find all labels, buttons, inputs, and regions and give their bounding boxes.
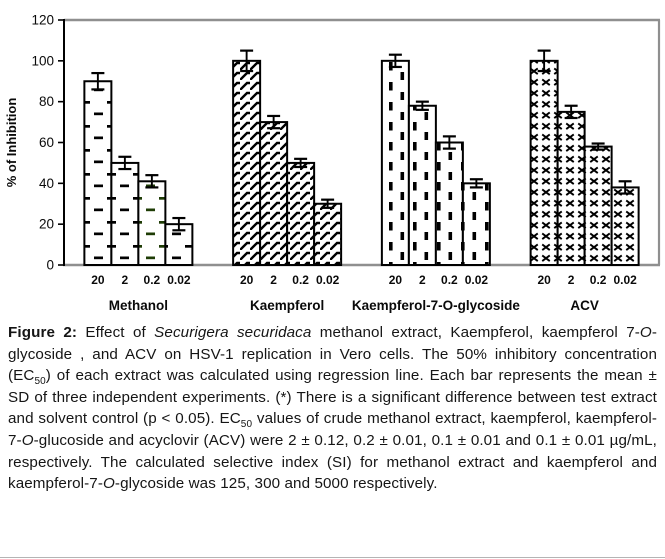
y-tick-label: 60 (39, 135, 54, 150)
x-tick-label: 0.2 (590, 273, 607, 287)
x-tick-label: 0.02 (465, 273, 489, 287)
bar-methanol-2 (110, 161, 140, 267)
x-tick-label: 20 (240, 273, 254, 287)
caption-segment-1: Effect of (77, 324, 155, 341)
caption-segment-2: Securigera securidaca (154, 324, 312, 341)
x-tick-label: 0.2 (144, 273, 161, 287)
x-tick-label: 0.02 (316, 273, 340, 287)
bar-methanol-20 (83, 80, 113, 266)
x-tick-label: 20 (91, 273, 105, 287)
bar-methanol-0.2 (137, 180, 167, 267)
group-label-4: ACV (570, 298, 599, 313)
caption-segment-12: O (103, 475, 115, 493)
caption-segment-6: 50 (34, 376, 46, 388)
group-label-2: Kaempferol (250, 298, 324, 313)
bar-kaempferol-7-o-glycoside-0.02 (461, 182, 491, 266)
y-tick-label: 40 (39, 176, 54, 191)
caption-segment-13: -glycoside was 125, 300 and 5000 respect… (114, 475, 438, 493)
bar-acv-0.02 (610, 186, 640, 267)
figure-caption: Figure 2: Effect of Securigera securidac… (8, 322, 657, 495)
x-tick-label: 2 (568, 273, 575, 287)
group-label-3: Kaempferol-7-O-glycoside (352, 298, 521, 313)
x-tick-label: 2 (270, 273, 277, 287)
caption-segment-7: ) of each extract was calculated using r… (8, 367, 657, 428)
bar-kaempferol-0.2 (286, 161, 316, 267)
x-tick-label: 0.02 (167, 273, 191, 287)
x-tick-label: 0.2 (441, 273, 458, 287)
y-tick-label: 0 (46, 258, 54, 273)
caption-segment-3: methanol extract, Kaempferol, kaempferol… (311, 324, 640, 341)
y-tick-label: 120 (31, 13, 54, 28)
bar-kaempferol-0.02 (313, 202, 343, 266)
bar-kaempferol-7-o-glycoside-0.2 (434, 141, 464, 266)
caption-segment-10: O (21, 431, 34, 449)
figure-2: 20 2 0.2 0.02 Methanol 20 2 0.2 0.02 Kaempferol 20… (4, 13, 661, 495)
x-tick-label: 2 (419, 273, 426, 287)
bar-kaempferol-7-o-glycoside-2 (407, 104, 437, 266)
x-tick-label: 0.2 (292, 273, 309, 287)
y-tick-label: 20 (39, 217, 54, 232)
x-tick-label: 0.02 (613, 273, 637, 287)
group-label-1: Methanol (109, 298, 168, 313)
caption-segment-4: O (639, 324, 652, 341)
y-tick-label: 80 (39, 94, 54, 109)
bar-kaempferol-7-o-glycoside-20 (380, 59, 410, 267)
bar-kaempferol-2 (259, 121, 289, 267)
caption-segment-8: 50 (240, 419, 253, 431)
y-tick-label: 100 (31, 53, 54, 68)
bar-kaempferol-20 (232, 59, 262, 267)
bar-acv-0.2 (583, 145, 613, 266)
caption-segment-9: values of crude methanol extract, kaempf… (8, 410, 657, 449)
caption-segment-0: Figure 2: (8, 324, 78, 341)
bar-acv-2 (556, 110, 586, 266)
x-tick-label: 20 (537, 273, 551, 287)
bottom-divider (0, 557, 665, 558)
caption-segment-5: -glycoside , and ACV on HSV-1 replicatio… (8, 324, 657, 385)
caption-segment-11: -glucoside and acyclovir (ACV) were 2 ± … (8, 431, 657, 493)
bar-acv-20 (529, 59, 559, 267)
y-axis-title: % of Inhibition (4, 98, 19, 188)
x-tick-label: 20 (389, 273, 403, 287)
x-tick-label: 2 (122, 273, 129, 287)
